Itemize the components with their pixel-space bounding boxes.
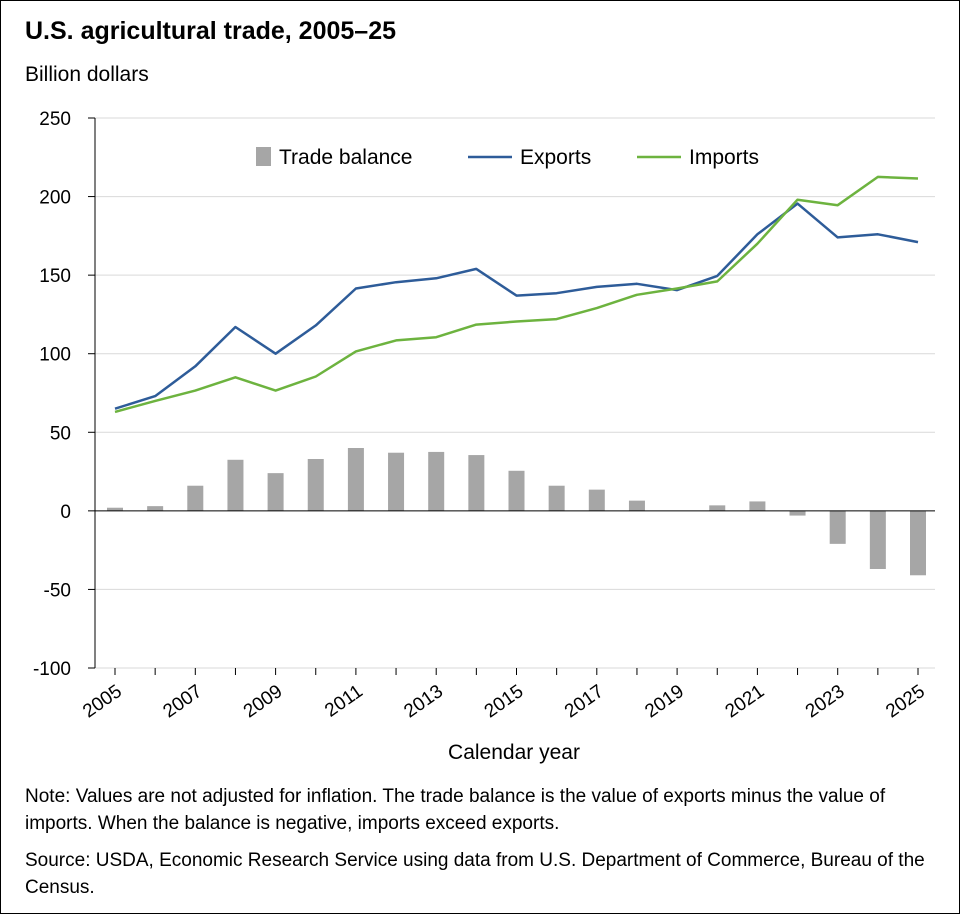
legend-label-trade-balance: Trade balance (279, 146, 412, 169)
legend-label-exports: Exports (520, 146, 591, 169)
bar-trade-balance (789, 510, 806, 516)
y-tick-label: 150 (39, 266, 71, 287)
bar-trade-balance (307, 459, 324, 511)
y-unit-label: Billion dollars (25, 63, 149, 86)
bar-trade-balance (267, 473, 284, 511)
x-tick-label: 2009 (240, 681, 287, 722)
x-tick-label: 2013 (400, 681, 447, 722)
bar-trade-balance (147, 506, 164, 511)
x-tick-label: 2007 (159, 681, 206, 722)
bar-trade-balance (227, 459, 244, 511)
x-tick-label: 2025 (882, 681, 929, 722)
bar-trade-balance (709, 505, 726, 511)
y-tick-label: 50 (50, 423, 71, 444)
x-tick-label: 2015 (481, 681, 528, 722)
x-tick-label: 2005 (79, 681, 126, 722)
legend-swatch-trade-balance (256, 147, 271, 166)
x-tick-label: 2017 (561, 681, 608, 722)
chart-plot: 250 200 150 100 50 0 -50 -100 2005 2007 2009 2011 20… (33, 109, 935, 764)
legend-label-imports: Imports (689, 146, 759, 169)
footnote: Note: Values are not adjusted for inflat… (25, 786, 886, 834)
source-note: Source: USDA, Economic Research Service … (25, 850, 925, 898)
y-tick-label: 250 (39, 109, 71, 130)
bar-trade-balance (548, 485, 565, 511)
x-axis-title: Calendar year (448, 741, 580, 764)
bar-trade-balance (187, 485, 204, 511)
bar-trade-balance (628, 500, 645, 511)
bar-trade-balance (508, 470, 525, 511)
bar-trade-balance (468, 455, 485, 511)
bar-trade-balance (869, 510, 886, 569)
bar-trade-balance (347, 448, 364, 511)
y-tick-label: -100 (33, 659, 71, 680)
bar-trade-balance (428, 451, 445, 511)
line-imports (114, 175, 919, 414)
x-tick-label: 2021 (722, 681, 769, 722)
y-tick-label: 100 (39, 345, 71, 366)
chart-title: U.S. agricultural trade, 2005–25 (25, 17, 397, 45)
y-tick-label: -50 (44, 580, 71, 601)
bar-trade-balance (749, 501, 766, 511)
y-tick-label: 200 (39, 188, 71, 209)
x-tick-label: 2011 (321, 681, 367, 722)
x-tick-label: 2019 (641, 681, 688, 722)
bar-trade-balance (388, 452, 405, 511)
bar-trade-balance (829, 510, 846, 544)
bar-trade-balance (107, 507, 123, 511)
bar-trade-balance (910, 510, 926, 576)
bar-trade-balance (588, 489, 605, 511)
x-tick-label: 2023 (802, 681, 849, 722)
y-tick-label: 0 (60, 502, 71, 523)
